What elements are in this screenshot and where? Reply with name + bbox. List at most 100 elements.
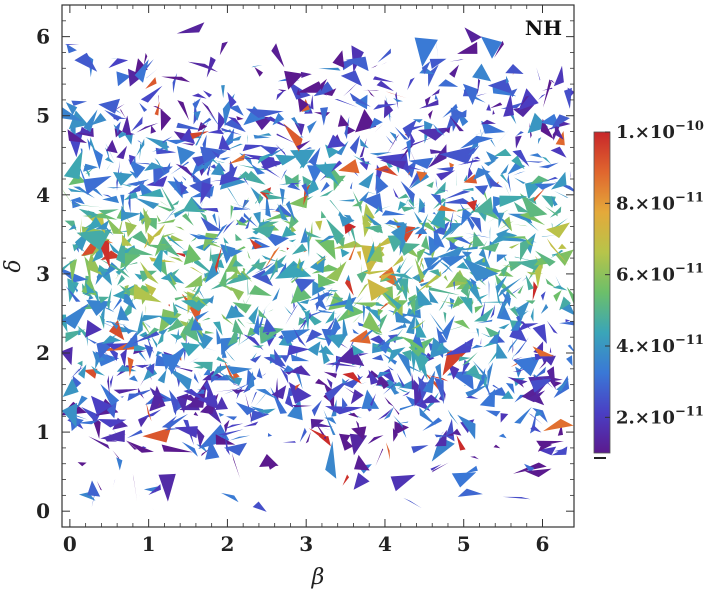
heatmap-patch [251,391,258,405]
heatmap-patch [446,433,454,436]
heatmap-patch [541,156,552,165]
heatmap-patch [132,474,137,501]
heatmap-patch [408,165,411,178]
heatmap-patch [289,365,311,376]
heatmap-patch [502,236,526,239]
heatmap-patch [513,201,530,213]
heatmap-patch [554,190,569,198]
heatmap-patch [480,128,482,139]
heatmap-patch [265,331,270,336]
heatmap-patch [88,436,110,450]
colorbar-tick-label: 1.×10−10 [616,119,704,143]
heatmap-patch [265,193,287,200]
heatmap-patch [421,61,431,75]
heatmap-patch [158,328,168,336]
heatmap-patch [449,210,454,232]
heatmap-patch [451,472,477,488]
heatmap-patch [470,344,484,349]
heatmap-patch [214,243,223,274]
heatmap-patch [333,175,346,191]
heatmap-patch [97,419,127,428]
heatmap-patch [464,153,469,160]
x-tick-label: 3 [299,532,313,556]
heatmap-patch [463,384,466,386]
heatmap-patch [379,335,393,354]
heatmap-patch [361,193,383,213]
heatmap-patch [217,111,226,133]
heatmap-patch [347,412,359,418]
heatmap-patch [173,366,193,372]
heatmap-patch [204,238,223,248]
heatmap-patch [398,256,407,270]
heatmap-patch [469,277,477,287]
heatmap-patch [250,410,270,422]
heatmap-patch [429,149,448,154]
heatmap-patch [175,226,185,231]
heatmap-patch [186,211,189,221]
heatmap-patch [77,462,87,467]
heatmap-patch [113,388,140,394]
heatmap-patch [353,472,370,490]
heatmap-patch [519,160,544,163]
heatmap-patch [196,294,208,307]
heatmap-patch [326,333,348,349]
heatmap-patch [466,240,474,254]
heatmap-patch [451,109,467,119]
heatmap-patch [500,263,510,277]
heatmap-patch [271,43,285,68]
heatmap-patch [317,273,336,288]
heatmap-patch [206,56,216,78]
heatmap-patch [192,98,201,110]
heatmap-patch [546,222,570,239]
heatmap-patch [225,435,230,456]
heatmap-patch [218,214,221,230]
heatmap-patch [318,67,341,71]
heatmap-patch [449,64,459,78]
heatmap-patch [525,274,534,291]
heatmap-patch [431,462,449,473]
heatmap-patch [190,131,209,140]
heatmap-patch [449,115,464,132]
heatmap-patch [505,75,509,84]
heatmap-patch [413,379,426,407]
heatmap-patch [218,412,225,417]
heatmap-patch [203,90,212,98]
heatmap-patch [352,312,363,324]
heatmap-patch [91,113,107,126]
heatmap-patch [465,364,483,381]
heatmap-patch [532,324,547,344]
heatmap-patch [530,378,555,393]
heatmap-patch [367,89,375,98]
heatmap-patch [379,169,389,171]
heatmap-patch [472,196,494,215]
heatmap-patch [394,126,409,140]
heatmap-patch [136,310,143,337]
heatmap-patch [417,247,427,264]
heatmap-patch [546,238,569,266]
heatmap-patch [369,152,392,156]
heatmap-patch [394,421,409,436]
heatmap-patch [85,319,102,338]
heatmap-patch [384,273,414,280]
heatmap-patch [320,343,330,365]
heatmap-patch [559,296,571,311]
heatmap-patch [344,386,360,396]
heatmap-patch [247,250,251,260]
heatmap-patch [556,378,570,392]
heatmap-patch [252,345,264,348]
x-tick-label: 5 [457,532,471,556]
heatmap-patch [356,269,369,284]
heatmap-patch [193,373,199,384]
heatmap-patch [224,423,244,430]
heatmap-patch [210,252,224,268]
heatmap-patch [349,433,368,456]
heatmap-patch [285,392,294,408]
heatmap-patch [314,239,336,260]
heatmap-patch [271,385,287,400]
heatmap-patch [169,208,191,216]
heatmap-patch [524,468,552,478]
heatmap-patch [504,183,512,201]
heatmap-patch [392,276,404,292]
heatmap-patch [470,456,479,460]
heatmap-patch [536,67,541,81]
